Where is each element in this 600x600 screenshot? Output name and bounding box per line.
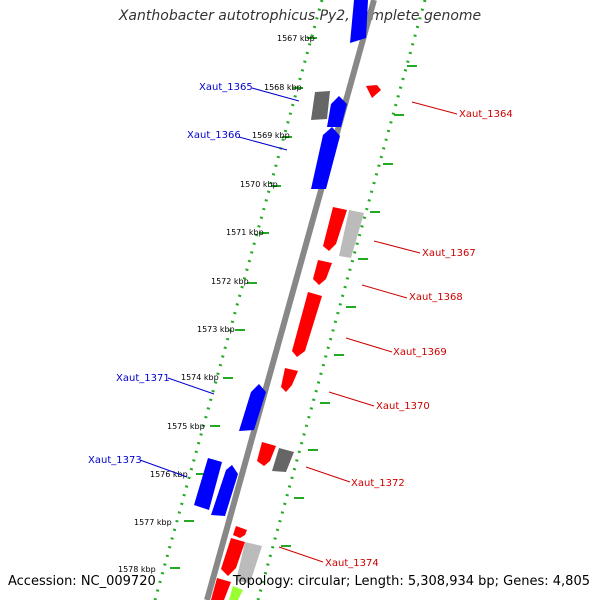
reverse-label-leaders [278,101,458,563]
gene-reverse [233,526,247,538]
gene-label[interactable]: Xaut_1370 [376,401,430,412]
kbp-label: 1567 kbp [277,34,315,43]
gene-reverse [339,210,364,258]
gene-reverse [366,85,381,98]
kbp-label: 1578 kbp [118,565,156,574]
kbp-label: 1572 kbp [211,277,249,286]
gene-label[interactable]: Xaut_1366 [187,130,241,141]
gene-reverse [257,442,276,466]
gene-reverse [221,538,245,576]
accession-text: Accession: NC_009720 [8,574,156,589]
gene-label[interactable]: Xaut_1368 [409,292,463,303]
gene-label[interactable]: Xaut_1367 [422,248,476,259]
gene-label[interactable]: Xaut_1371 [116,373,170,384]
gene-reverse [236,542,262,583]
gene-reverse [281,368,298,392]
forward-label-leaders [139,87,300,478]
gene-label[interactable]: Xaut_1365 [199,82,253,93]
left-ring-ticks [170,37,317,569]
gene-forward [350,0,368,43]
gene-forward [311,127,340,189]
kbp-label: 1577 kbp [134,518,172,527]
forward-genes [194,0,368,516]
kbp-label: 1573 kbp [197,325,235,334]
reverse-genes [211,85,381,600]
kbp-label: 1574 kbp [181,373,219,382]
gene-reverse [211,578,231,600]
gene-reverse [323,207,347,251]
kbp-scale: 1567 kbp 1568 kbp 1569 kbp 1570 kbp 1571… [118,34,315,574]
right-ring-ticks [281,65,417,547]
gene-forward [239,384,266,431]
reverse-gene-labels: Xaut_1364 Xaut_1367 Xaut_1368 Xaut_1369 … [325,109,513,569]
genome-summary-text: Topology: circular; Length: 5,308,934 bp… [232,574,590,589]
gene-other [229,586,243,600]
gene-label[interactable]: Xaut_1364 [459,109,513,120]
gene-reverse [272,448,294,472]
gene-forward [311,91,330,120]
gene-forward [327,96,347,127]
genome-backbone [204,0,377,600]
kbp-label: 1568 kbp [264,83,302,92]
gene-forward [194,458,222,510]
gene-reverse [313,260,332,285]
gene-label[interactable]: Xaut_1372 [351,478,405,489]
gene-reverse [292,292,322,357]
kbp-label: 1570 kbp [240,180,278,189]
gene-label[interactable]: Xaut_1374 [325,558,379,569]
kbp-label: 1571 kbp [226,228,264,237]
map-title: Xanthobacter autotrophicus Py2, complete… [118,8,482,24]
kbp-label: 1575 kbp [167,422,205,431]
forward-gene-labels: Xaut_1365 Xaut_1366 Xaut_1371 Xaut_1373 [88,82,253,466]
kbp-label: 1569 kbp [252,131,290,140]
gene-label[interactable]: Xaut_1373 [88,455,142,466]
gene-label[interactable]: Xaut_1369 [393,347,447,358]
kbp-label: 1576 kbp [150,470,188,479]
gene-forward [211,465,238,516]
